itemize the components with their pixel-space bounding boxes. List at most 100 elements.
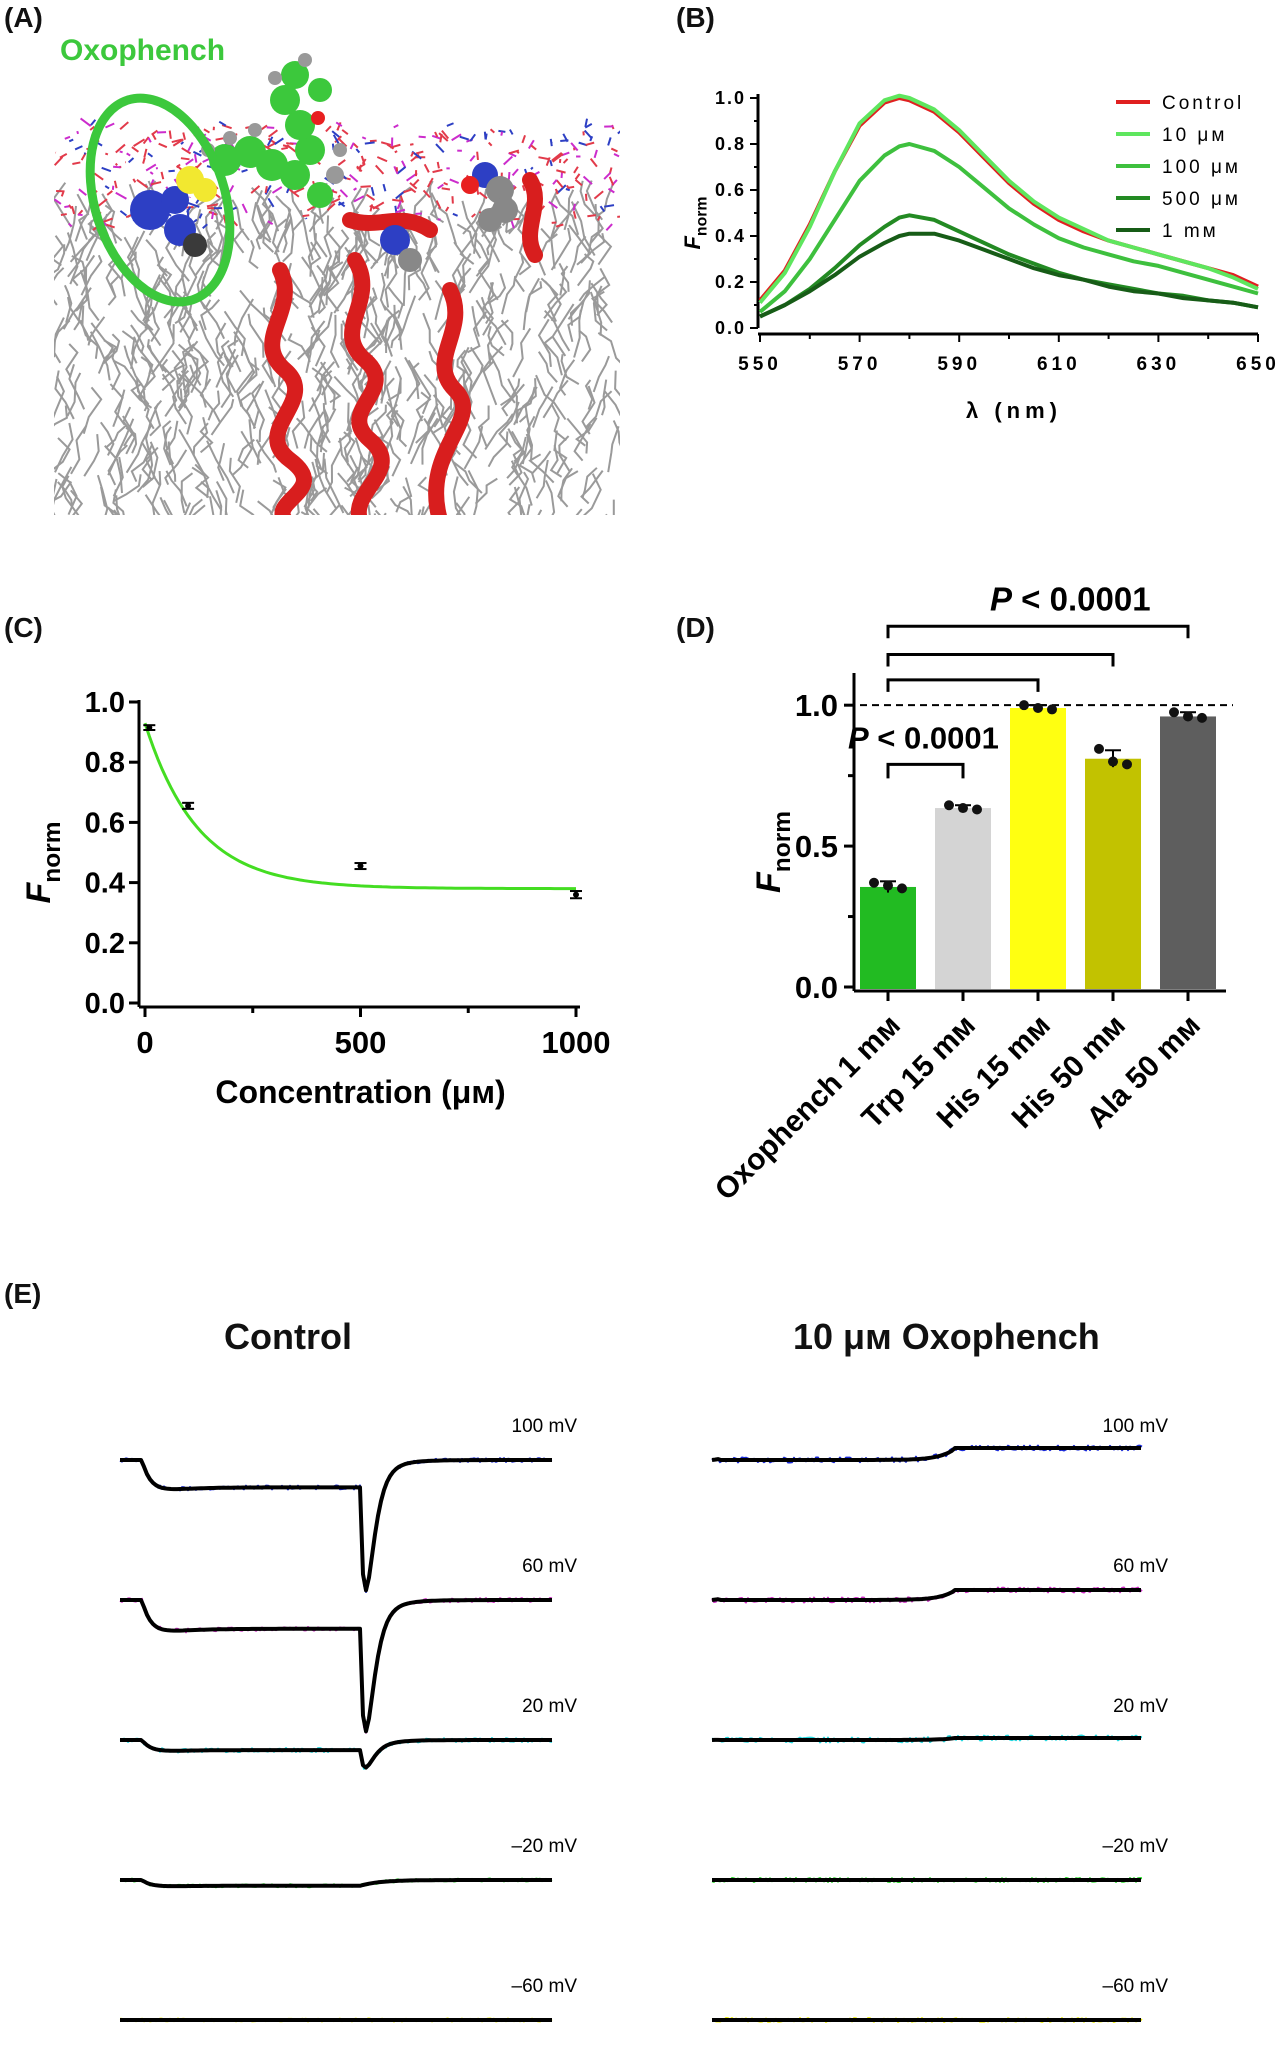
lipid-tail bbox=[549, 445, 563, 478]
lipid-tail bbox=[485, 282, 495, 325]
headgroup-bond bbox=[437, 183, 444, 190]
headgroup-bond bbox=[68, 138, 74, 143]
lipid-tail bbox=[306, 337, 320, 363]
lipid-tail bbox=[532, 386, 554, 428]
control-trace-fit-0 bbox=[120, 1458, 552, 1593]
lipid-tail bbox=[407, 415, 424, 455]
lipid-tail bbox=[182, 349, 210, 391]
headgroup-bond bbox=[617, 215, 620, 218]
headgroup-bond bbox=[181, 147, 192, 155]
headgroup-bond bbox=[530, 166, 534, 170]
control-trace-raw-1 bbox=[119, 1597, 553, 1734]
lipid-tail bbox=[474, 477, 498, 505]
lipid-tail bbox=[501, 275, 517, 315]
headgroup-bond bbox=[562, 158, 569, 164]
lipid-tail bbox=[312, 212, 328, 258]
headgroup-bond bbox=[133, 138, 146, 147]
lipid-tail bbox=[206, 440, 235, 494]
headgroup-bond bbox=[370, 186, 375, 196]
lipid-tail bbox=[330, 229, 350, 272]
lipid-tail bbox=[198, 320, 225, 367]
headgroup-bond bbox=[267, 220, 274, 226]
headgroup-bond bbox=[168, 130, 172, 139]
lipid-tail bbox=[62, 287, 92, 330]
headgroup-bond bbox=[409, 143, 414, 146]
headgroup-bond bbox=[562, 133, 569, 143]
lipid-tail bbox=[592, 355, 610, 393]
lipid-tail bbox=[370, 404, 387, 432]
headgroup-bond bbox=[336, 121, 342, 131]
headgroup-bond bbox=[396, 166, 407, 175]
lipid-tail bbox=[558, 435, 571, 472]
headgroup-bond bbox=[355, 148, 361, 154]
lipid-tail bbox=[161, 349, 186, 381]
headgroup-bond bbox=[332, 134, 340, 145]
headgroup-bond bbox=[147, 152, 154, 158]
lipid-tail bbox=[107, 444, 128, 486]
headgroup-bond bbox=[509, 129, 514, 135]
lipid-tail bbox=[407, 359, 432, 415]
lipid-tail bbox=[550, 227, 572, 271]
lipid-tail bbox=[109, 383, 126, 426]
lipid-tail bbox=[463, 426, 484, 470]
headgroup-bond bbox=[115, 191, 127, 200]
lipid-tail bbox=[282, 218, 295, 263]
lipid-tail bbox=[575, 417, 598, 447]
lipid-tail bbox=[200, 299, 221, 331]
lipid-tail bbox=[87, 216, 101, 242]
headgroup-bond bbox=[412, 178, 420, 187]
lipid-tail bbox=[581, 467, 598, 499]
headgroup-bond bbox=[565, 188, 571, 192]
headgroup-bond bbox=[436, 161, 440, 169]
y-tick-label: 0.4 bbox=[715, 226, 746, 246]
lipid-tail bbox=[130, 324, 145, 354]
bar-4 bbox=[1160, 716, 1216, 989]
headgroup-bond bbox=[349, 174, 359, 183]
lipid-tail bbox=[57, 481, 74, 508]
lipid-tail bbox=[314, 458, 337, 509]
lipid-tail bbox=[526, 504, 531, 515]
headgroup-bond bbox=[131, 146, 139, 153]
lipid-tail bbox=[112, 389, 126, 428]
lipid-tail bbox=[437, 206, 457, 245]
headgroup-bond bbox=[331, 130, 341, 139]
lipid-tail bbox=[66, 372, 82, 417]
headgroup-bond bbox=[422, 189, 431, 199]
headgroup-bond bbox=[59, 153, 68, 159]
headgroup-bond bbox=[380, 141, 392, 146]
headgroup-bond bbox=[438, 132, 449, 142]
lipid-tail bbox=[191, 466, 210, 498]
lipid-tail bbox=[470, 345, 504, 389]
lipid-tail bbox=[461, 200, 478, 254]
lipid-tail bbox=[89, 331, 111, 381]
lipid-tail bbox=[191, 504, 206, 515]
headgroup-bond bbox=[516, 150, 520, 154]
headgroup-bond bbox=[483, 131, 487, 140]
legend-label-2: 100 μм bbox=[1162, 157, 1241, 178]
panel-label-b: (B) bbox=[676, 2, 715, 33]
lipid-tail bbox=[76, 193, 90, 240]
headgroup-bond bbox=[557, 184, 567, 194]
lipid-tail bbox=[553, 430, 568, 475]
lipid-tail bbox=[149, 514, 150, 515]
x-tick-label: 630 bbox=[1137, 354, 1181, 375]
lipid-tail bbox=[177, 373, 190, 409]
lipid-tail bbox=[612, 499, 615, 515]
lipid-tail bbox=[143, 294, 162, 331]
lipid-tail bbox=[248, 240, 259, 270]
headgroup-bond bbox=[119, 121, 129, 130]
lipid-tail bbox=[319, 408, 329, 448]
headgroup-bond bbox=[267, 137, 276, 144]
headgroup-bond bbox=[443, 182, 449, 186]
panel-label-c: (C) bbox=[4, 612, 43, 643]
lipid-tail bbox=[151, 470, 162, 515]
headgroup-bond bbox=[584, 118, 588, 128]
lipid-tail bbox=[67, 234, 95, 278]
headgroup-bond bbox=[570, 142, 579, 152]
headgroup-bond bbox=[151, 129, 158, 136]
bar-0 bbox=[860, 886, 916, 989]
headgroup-bond bbox=[356, 163, 366, 170]
lipid-tail bbox=[513, 486, 526, 515]
headgroup-bond bbox=[551, 153, 564, 163]
lipid-tail bbox=[477, 405, 490, 447]
